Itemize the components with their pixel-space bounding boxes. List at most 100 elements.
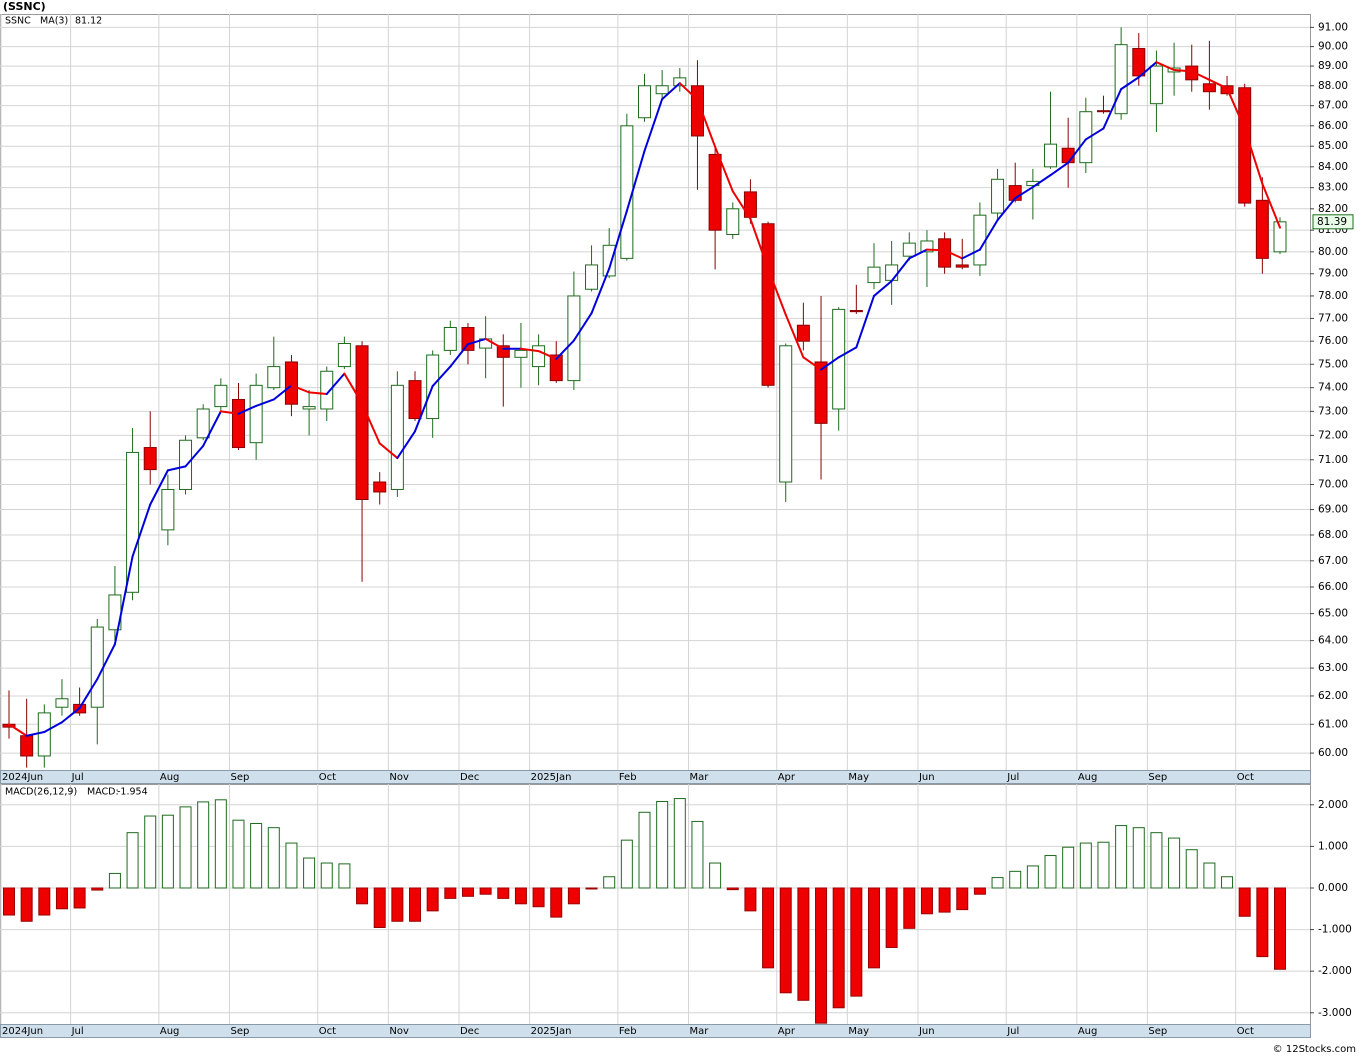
candle-body xyxy=(832,308,846,410)
macd-bar xyxy=(285,842,298,889)
y-tick-label: 82.00 xyxy=(1318,203,1348,215)
candle-body xyxy=(708,153,722,231)
ma-segment xyxy=(25,731,46,737)
macd-bar xyxy=(55,887,68,910)
ma-segment xyxy=(802,356,823,371)
ma-segment xyxy=(749,217,770,270)
ma-segment xyxy=(1137,61,1158,79)
ma-segment xyxy=(325,372,346,396)
candle-body xyxy=(143,447,157,471)
macd-bar xyxy=(232,819,245,889)
candle-body xyxy=(955,264,969,268)
x-tick-label: Jun xyxy=(918,772,935,783)
candle-body xyxy=(514,349,528,358)
ma-segment xyxy=(820,356,840,371)
macd-bar xyxy=(73,887,86,909)
ma-segment xyxy=(961,248,981,260)
x-tick-label: Oct xyxy=(1237,1026,1254,1037)
macd-bar xyxy=(461,887,474,897)
candle-body xyxy=(902,242,916,257)
macd-bar xyxy=(709,862,722,889)
candle-body xyxy=(655,85,669,95)
x-tick-label: 2024Jun xyxy=(2,772,43,783)
candle-body xyxy=(1079,111,1093,164)
y-tick-label: 72.00 xyxy=(1318,429,1348,441)
ma-segment xyxy=(608,209,628,270)
y-tick-label: 70.00 xyxy=(1318,478,1348,490)
x-tick-label: May xyxy=(848,1026,869,1037)
y-tick-label: 68.00 xyxy=(1318,529,1348,541)
y-tick-label: 86.00 xyxy=(1318,120,1348,132)
candle-body xyxy=(302,406,316,410)
macd-bar xyxy=(426,887,439,912)
y-tick-label: 0.000 xyxy=(1318,882,1348,894)
y-tick-label: 80.00 xyxy=(1318,246,1348,258)
ma-segment xyxy=(484,337,505,350)
candle-body xyxy=(443,326,457,351)
macd-bar xyxy=(850,887,863,997)
x-tick-label: Sep xyxy=(1148,772,1167,783)
x-tick-label: Aug xyxy=(160,1026,180,1037)
ma-segment xyxy=(202,410,222,447)
x-tick-label: Mar xyxy=(689,1026,709,1037)
grid: 60.00 61.00 62.00 63.00 64.00 65.00 66.00 67.00… xyxy=(0,14,1352,1037)
x-tick-label: Jul xyxy=(1006,772,1019,783)
x-tick-label: Nov xyxy=(389,772,409,783)
y-tick-label: -3.000 xyxy=(1318,1007,1352,1019)
ma-segment xyxy=(184,444,205,468)
y-tick-label: 69.00 xyxy=(1318,504,1348,516)
ma-segment xyxy=(431,365,452,388)
macd-bar xyxy=(497,887,510,899)
candle-body xyxy=(620,125,634,259)
y-tick-label: 85.00 xyxy=(1318,140,1348,152)
macd-bar xyxy=(832,887,845,1009)
macd-bar xyxy=(514,887,527,905)
candle-body xyxy=(1202,83,1216,93)
macd-bar xyxy=(726,887,739,891)
ma-segment xyxy=(590,267,611,315)
ma-segment xyxy=(784,313,805,359)
ma-segment xyxy=(414,385,434,433)
ma-segment xyxy=(1049,161,1070,177)
ma-segment xyxy=(1155,61,1176,71)
ma-segment xyxy=(1014,186,1034,200)
legend-ma: MA(3) xyxy=(40,16,68,27)
marks: 81.39 xyxy=(2,27,1354,1024)
ma-segment xyxy=(113,555,134,646)
y-tick-label: 71.00 xyxy=(1318,454,1348,466)
candle-body xyxy=(1149,65,1163,105)
y-tick-label: 74.00 xyxy=(1318,382,1348,394)
ma-segment xyxy=(943,249,964,260)
ma-segment xyxy=(78,678,99,710)
ma-segment xyxy=(555,339,575,360)
ma-segment xyxy=(60,707,81,724)
macd-bar xyxy=(532,887,545,908)
y-tick-label: 88.00 xyxy=(1318,80,1348,92)
x-tick-label: 2025Jan xyxy=(531,1026,572,1037)
x-tick-label: Apr xyxy=(778,1026,796,1037)
legend-macd: MACD: xyxy=(87,787,119,798)
candle-body xyxy=(90,626,104,708)
ma-segment xyxy=(767,267,787,316)
macd-bar xyxy=(1221,876,1234,889)
x-tick-label: Apr xyxy=(778,772,796,783)
macd-bar xyxy=(1238,887,1251,917)
y-tick-label: 79.00 xyxy=(1318,268,1348,280)
macd-bar xyxy=(1256,887,1269,958)
candle-body xyxy=(1185,65,1199,81)
y-tick-label: 87.00 xyxy=(1318,100,1348,112)
candle-body xyxy=(320,370,334,410)
ma-segment xyxy=(131,503,152,558)
macd-bar xyxy=(214,799,227,889)
ma-segment xyxy=(290,384,311,394)
ma-segment xyxy=(572,312,593,342)
ma-segment xyxy=(1261,182,1281,229)
candle-body xyxy=(814,361,828,424)
last-price-box xyxy=(1312,214,1354,230)
x-tick-label: Aug xyxy=(160,772,180,783)
macd-bar xyxy=(867,887,880,969)
ma-segment xyxy=(219,410,240,415)
ma-segment xyxy=(1067,138,1087,164)
macd-bar xyxy=(91,887,104,891)
y-tick-label: -1.000 xyxy=(1318,924,1352,936)
